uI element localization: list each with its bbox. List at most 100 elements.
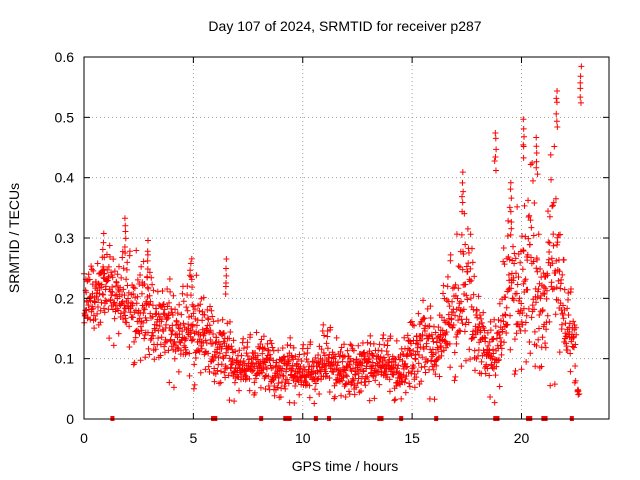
data-point-836 [309, 358, 316, 365]
data-point-1224 [415, 360, 422, 367]
data-point-476 [211, 365, 218, 372]
data-point-399 [190, 336, 197, 343]
data-point-236 [145, 345, 152, 352]
data-point-1362 [453, 340, 460, 347]
data-point-1662 [535, 286, 542, 293]
data-point-365 [180, 298, 187, 305]
data-point-196 [134, 293, 141, 300]
data-point-1029 [362, 382, 369, 389]
data-point-712 [275, 375, 282, 382]
data-point-1282 [431, 396, 438, 403]
data-point-1705 [547, 382, 554, 389]
data-point-379 [184, 307, 191, 314]
data-point-887 [323, 340, 330, 347]
data-point-1696 [544, 312, 551, 319]
data-point-922 [333, 380, 340, 387]
data-point-828 [307, 338, 314, 345]
data-point-459 [206, 368, 213, 375]
data-point-1006 [356, 358, 363, 365]
data-point-472 [210, 331, 217, 338]
data-point-85 [104, 267, 111, 274]
data-point-1724 [552, 270, 559, 277]
data-point-289 [160, 301, 167, 308]
data-point-1713 [549, 260, 556, 267]
data-point-1624 [525, 197, 532, 204]
data-point-466 [208, 307, 215, 314]
data-point-1870 [577, 85, 584, 92]
data-point-1416 [468, 277, 475, 284]
data-point-1264 [426, 322, 433, 329]
data-point-547 [230, 337, 237, 344]
data-point-605 [246, 375, 253, 382]
data-point-60 [97, 319, 104, 326]
data-point-385 [186, 350, 193, 357]
data-point-76 [101, 309, 108, 316]
data-point-520 [223, 349, 230, 356]
data-point-1535 [500, 244, 507, 251]
data-point-1800 [573, 331, 580, 338]
data-point-1443 [475, 293, 482, 300]
data-point-890 [324, 333, 331, 340]
data-point-1700 [545, 256, 552, 263]
data-point-1586 [514, 281, 521, 288]
data-point-1296 [435, 324, 442, 331]
data-point-552 [231, 379, 238, 386]
data-point-360 [179, 290, 186, 297]
data-point-1629 [526, 338, 533, 345]
data-point-1520 [496, 383, 503, 390]
data-point-387 [186, 272, 193, 279]
data-point-1856 [533, 143, 540, 150]
data-point-987 [350, 347, 357, 354]
data-point-1763 [563, 340, 570, 347]
data-point-1806 [101, 270, 108, 277]
data-point-1769 [564, 346, 571, 353]
x-axis-ticks: 0 5 10 15 20 [80, 57, 529, 446]
data-point-1494 [489, 364, 496, 371]
data-point-664 [262, 386, 269, 393]
data-point-427 [197, 369, 204, 376]
data-point-725 [279, 365, 286, 372]
data-point-34 [90, 267, 97, 274]
data-point-1579 [512, 255, 519, 262]
data-point-1121 [387, 333, 394, 340]
data-point-109 [110, 342, 117, 349]
data-point-1808 [122, 222, 129, 229]
data-point-1566 [509, 257, 516, 264]
x-tick-label: 5 [189, 430, 197, 446]
data-point-207 [137, 357, 144, 364]
data-point-305 [164, 303, 171, 310]
data-point-63 [98, 284, 105, 291]
data-point-273 [155, 311, 162, 318]
data-point-1287 [432, 350, 439, 357]
data-point-1159 [397, 371, 404, 378]
data-point-462 [207, 336, 214, 343]
data-point-1478 [485, 342, 492, 349]
data-point-1461 [480, 347, 487, 354]
data-point-277 [156, 323, 163, 330]
data-point-1534 [500, 318, 507, 325]
data-point-1430 [472, 367, 479, 374]
data-point-1222 [415, 341, 422, 348]
data-point-1789 [570, 318, 577, 325]
data-point-962 [344, 373, 351, 380]
data-point-1407 [465, 319, 472, 326]
data-point-1710 [548, 279, 555, 286]
data-point-901 [327, 324, 334, 331]
data-point-146 [120, 309, 127, 316]
data-point-1270 [428, 357, 435, 364]
data-point-1064 [371, 367, 378, 374]
data-point-395 [189, 337, 196, 344]
data-point-1326 [443, 329, 450, 336]
data-point-553 [232, 348, 239, 355]
data-point-1085 [377, 353, 384, 360]
data-point-1603 [519, 309, 526, 316]
data-point-1249 [422, 369, 429, 376]
data-point-1660 [534, 288, 541, 295]
data-point-220 [141, 335, 148, 342]
data-point-402 [190, 385, 197, 392]
data-point-1118 [386, 376, 393, 383]
data-point-826 [306, 394, 313, 401]
data-point-1206 [410, 363, 417, 370]
data-point-51 [94, 304, 101, 311]
data-point-1261 [425, 333, 432, 340]
